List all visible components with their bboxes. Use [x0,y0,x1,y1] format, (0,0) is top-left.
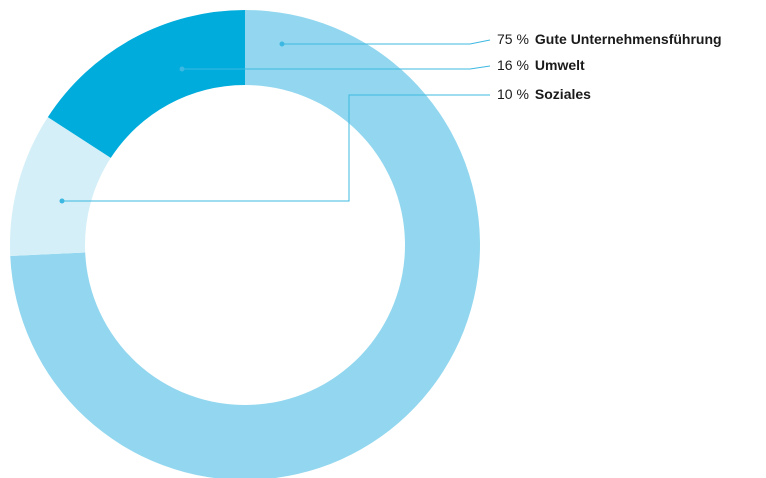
leader-dot [59,198,65,204]
leader-dot [279,41,285,47]
legend-value: 10 % [497,86,529,102]
leader-line [282,39,491,45]
legend-name: Gute Unternehmensführung [535,31,722,47]
legend-label: 75 % Gute Unternehmensführung [497,31,722,47]
donut-segment [47,10,245,158]
legend-name: Umwelt [535,57,585,73]
legend-label: 16 % Umwelt [497,57,585,73]
donut-segment [10,10,480,478]
donut-segment [10,117,111,256]
legend-value: 16 % [497,57,529,73]
leader-dot [179,66,185,72]
leader-line [62,94,490,202]
legend-label: 10 % Soziales [497,86,591,102]
leader-line [182,65,491,70]
legend-value: 75 % [497,31,529,47]
legend-name: Soziales [535,86,591,102]
